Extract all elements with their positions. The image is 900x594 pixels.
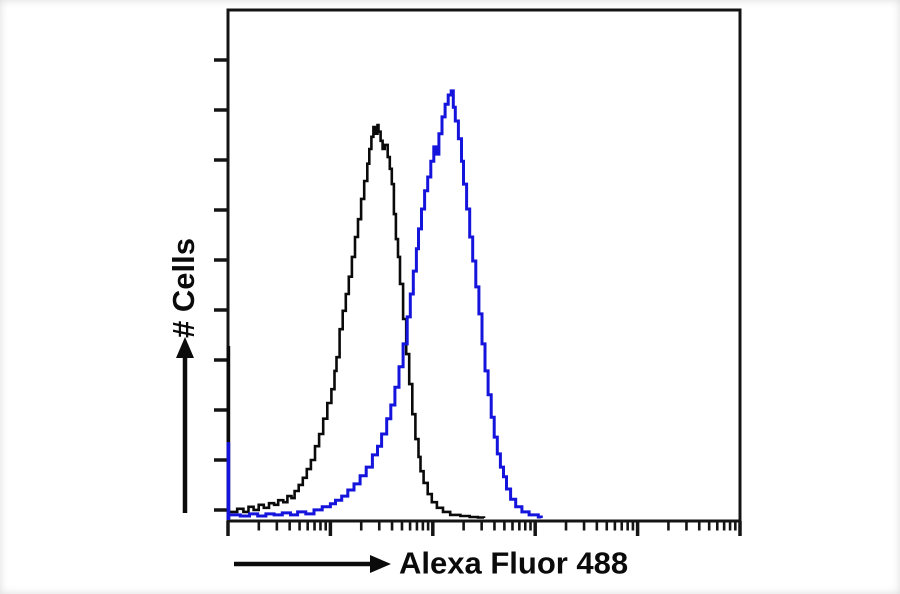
- y-axis-arrow: [176, 337, 194, 513]
- x-axis-label: Alexa Fluor 488: [399, 545, 629, 581]
- series-antibody-stained: [226, 89, 543, 520]
- series-unstained-control: [226, 123, 486, 520]
- x-axis-ticks: [226, 521, 742, 536]
- plot-frame: [226, 8, 742, 523]
- x-axis-arrow: [234, 555, 391, 573]
- y-axis-label: # Cells: [166, 238, 201, 338]
- y-axis-ticks: [214, 58, 228, 512]
